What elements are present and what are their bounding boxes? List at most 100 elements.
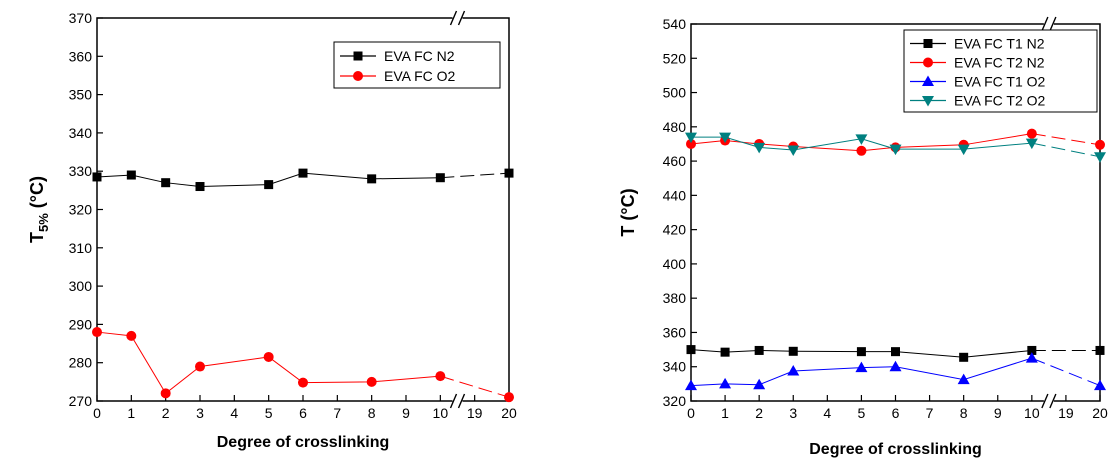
data-point <box>754 345 764 355</box>
legend-marker <box>923 39 933 48</box>
data-point <box>92 327 102 338</box>
axis-break-gap <box>1043 21 1054 27</box>
data-point <box>686 138 696 149</box>
data-point <box>855 361 868 373</box>
x-tick-label: 20 <box>501 405 517 421</box>
data-point <box>367 174 377 184</box>
data-point <box>889 144 902 156</box>
axis-break-slash <box>457 10 466 26</box>
axis-break-slash <box>457 393 466 409</box>
data-point <box>263 351 274 362</box>
y-tick-label: 370 <box>69 10 93 26</box>
y-tick-label: 300 <box>69 278 93 294</box>
y-tick-label: 340 <box>663 359 687 375</box>
axis-break-slash <box>1041 393 1049 409</box>
data-point <box>957 144 970 156</box>
y-tick-label: 360 <box>663 324 687 340</box>
x-tick-label: 2 <box>162 405 170 421</box>
data-point <box>889 360 902 372</box>
y-axis-label-unit: (°C) <box>618 188 638 225</box>
y-tick-label: 460 <box>663 153 687 169</box>
x-tick-label: 1 <box>127 405 135 421</box>
data-point <box>787 365 800 376</box>
data-point <box>92 172 102 182</box>
y-tick-label: 440 <box>663 187 687 203</box>
legend-label: EVA FC N2 <box>384 48 455 64</box>
data-point <box>195 182 205 192</box>
legend-label: EVA FC T1 N2 <box>954 36 1045 52</box>
y-tick-label: 310 <box>69 240 93 256</box>
x-tick-label: 5 <box>265 405 273 421</box>
axis-break-slash <box>449 393 458 409</box>
x-tick-label: 7 <box>926 405 934 421</box>
axis-break-slash <box>1041 16 1049 32</box>
series-line <box>690 133 1032 152</box>
data-point <box>1025 138 1038 150</box>
legend-label: EVA FC T2 N2 <box>954 55 1045 71</box>
x-tick-label: 8 <box>960 405 968 421</box>
x-tick-label: 10 <box>433 405 449 421</box>
x-tick-label: 0 <box>93 405 101 421</box>
x-tick-label: 19 <box>467 405 483 421</box>
data-point <box>1025 352 1038 363</box>
axis-break-gap <box>1043 398 1054 404</box>
x-tick-label: 10 <box>1024 405 1040 421</box>
x-tick-label: 8 <box>368 405 376 421</box>
data-point <box>753 142 766 154</box>
chart-left: 270 280 290 300 310 320 330 340 350 360 370 0 1 2 3 4 5 6… <box>27 10 517 451</box>
axis-break-slash <box>449 10 458 26</box>
data-point <box>435 173 445 183</box>
y-tick-label: 500 <box>663 85 687 101</box>
y-tick-label: 400 <box>663 256 687 272</box>
data-point <box>855 134 868 145</box>
x-tick-label: 4 <box>230 405 238 421</box>
x-tick-label: 1 <box>721 405 729 421</box>
x-tick-label: 3 <box>196 405 204 421</box>
series-line <box>691 136 1032 151</box>
y-tick-label: 320 <box>663 393 687 409</box>
x-tick-label: 2 <box>755 405 763 421</box>
x-tick-label: 20 <box>1092 405 1108 421</box>
y-tick-label: 420 <box>663 222 687 238</box>
data-point <box>504 168 514 178</box>
y-tick-label: 340 <box>69 125 93 141</box>
data-point <box>1094 152 1106 163</box>
data-point <box>366 376 377 387</box>
series-line <box>96 331 441 395</box>
data-point <box>856 145 867 156</box>
data-point <box>959 352 969 362</box>
data-point <box>685 132 697 144</box>
x-tick-label: 19 <box>1058 405 1074 421</box>
data-point <box>298 168 308 178</box>
series-line-break-segment <box>1031 357 1101 387</box>
data-point <box>787 145 800 156</box>
data-point <box>264 180 274 190</box>
y-tick-label: 480 <box>663 119 687 135</box>
y-tick-label: 320 <box>69 202 93 218</box>
legend-marker <box>353 51 363 61</box>
series-line <box>96 172 441 188</box>
y-tick-label: 380 <box>663 290 687 306</box>
y-axis-label-subscript: 5% <box>36 213 51 232</box>
x-tick-label: 6 <box>299 405 307 421</box>
axis-break-gap <box>452 398 463 404</box>
legend-marker <box>922 75 934 86</box>
y-axis-label-main: T <box>27 232 47 243</box>
data-point <box>1094 379 1106 391</box>
y-tick-label: 540 <box>663 16 687 32</box>
data-point <box>195 361 205 372</box>
series-line <box>690 349 1032 358</box>
data-point <box>126 170 136 180</box>
x-tick-label: 5 <box>858 405 866 421</box>
x-tick-label: 6 <box>892 405 900 421</box>
data-point <box>891 347 900 357</box>
y-tick-label: 270 <box>69 393 93 409</box>
x-tick-label: 3 <box>789 405 797 421</box>
axis-break-slash <box>1049 16 1057 32</box>
data-point <box>719 377 732 389</box>
data-point <box>161 178 171 188</box>
axis-break-gap <box>452 15 463 21</box>
data-point <box>719 132 732 144</box>
series-line <box>690 357 1032 387</box>
